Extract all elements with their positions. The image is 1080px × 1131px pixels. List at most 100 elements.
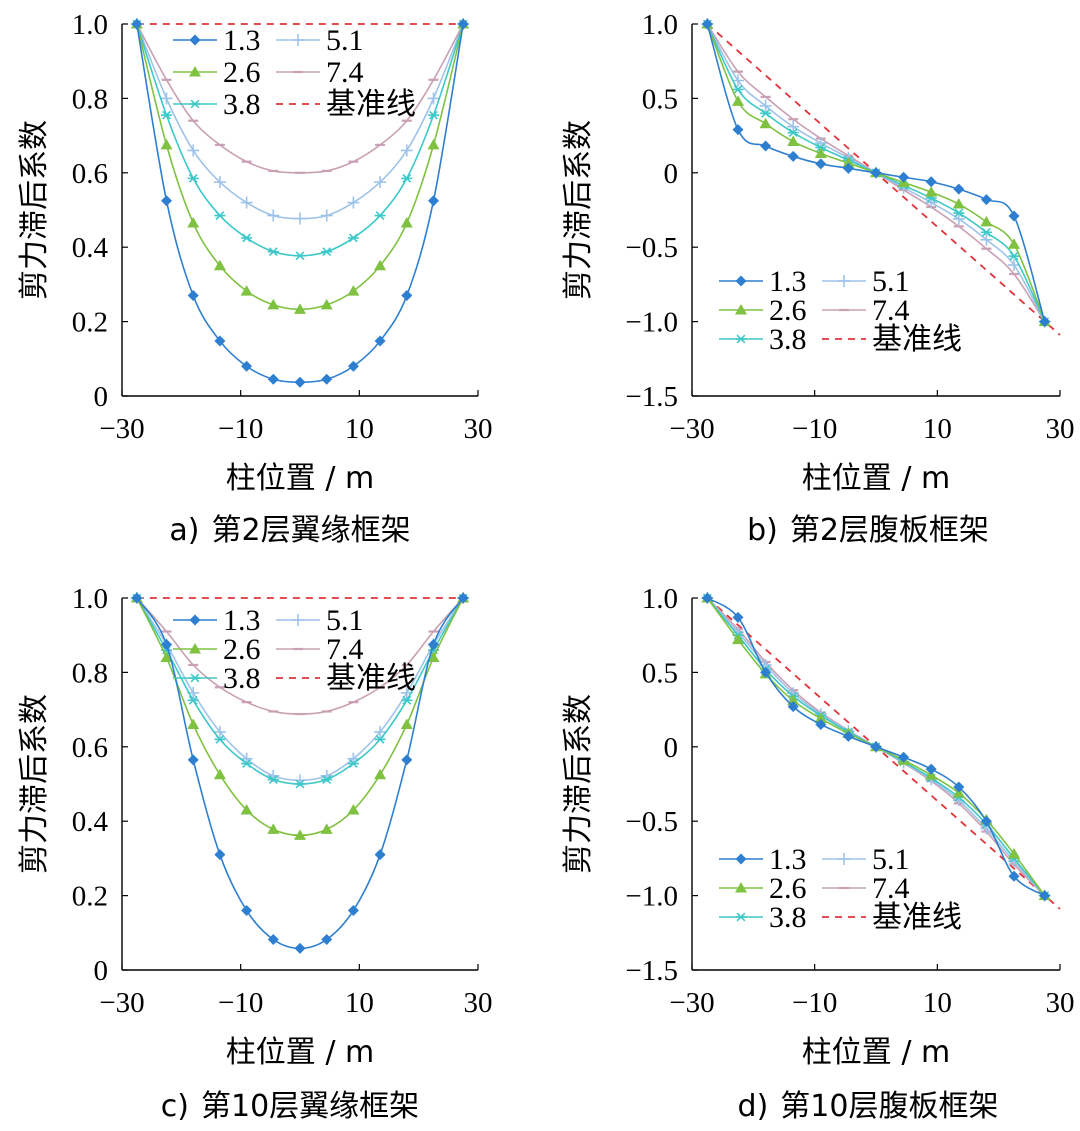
caption-prefix: b): [747, 513, 778, 548]
data-point: [213, 725, 226, 738]
data-point: [347, 904, 359, 916]
y-tick-label: 0: [664, 158, 679, 190]
y-tick-label: −1.0: [625, 307, 678, 339]
x-tick-label: −10: [792, 987, 837, 1019]
data-point: [214, 335, 226, 347]
data-point: [160, 92, 173, 105]
data-point: [760, 108, 772, 118]
data-point: [321, 775, 333, 784]
legend-label: 1.3: [769, 843, 807, 876]
data-point: [842, 162, 854, 174]
data-point: [925, 176, 937, 188]
legend-label: 5.1: [872, 265, 910, 298]
data-point: [374, 768, 387, 780]
legend-label: 2.6: [769, 294, 807, 327]
y-tick-label: 0.8: [72, 83, 108, 115]
y-tick-label: 0.5: [642, 83, 678, 115]
data-point: [457, 592, 469, 604]
data-point: [240, 285, 253, 296]
data-point: [1039, 890, 1051, 902]
data-point: [213, 768, 226, 780]
legend-marker: [292, 34, 304, 46]
x-tick-label: 10: [923, 413, 952, 445]
x-axis-label: 柱位置 / m: [226, 1035, 374, 1070]
y-axis-label: 剪力滞后系数: [561, 120, 596, 300]
series-line: [136, 23, 464, 220]
data-point: [842, 157, 855, 168]
reference-line: [706, 23, 1061, 336]
x-tick-label: −10: [218, 413, 263, 445]
data-point: [400, 718, 413, 729]
data-point: [213, 259, 226, 271]
legend-item: 5.1: [276, 24, 364, 57]
data-point: [953, 208, 965, 218]
legend-label: 1.3: [769, 265, 807, 298]
legend-label: 7.4: [326, 56, 364, 89]
data-point: [952, 198, 965, 209]
data-point: [787, 128, 799, 138]
data-point: [161, 110, 172, 120]
legend-item: 3.8: [173, 88, 261, 121]
data-point: [240, 196, 253, 209]
data-point: [374, 211, 386, 220]
data-point: [701, 592, 713, 604]
data-point: [131, 18, 143, 30]
caption-prefix: d): [738, 1089, 769, 1124]
series-line: [136, 597, 464, 715]
series-3: [131, 593, 469, 789]
legend-label: 5.1: [326, 604, 364, 637]
series-1: [131, 18, 469, 388]
data-point: [294, 829, 306, 840]
legend-marker: [189, 643, 201, 654]
caption-prefix: c): [161, 1089, 189, 1124]
legend-marker: [735, 882, 747, 893]
data-point: [187, 695, 199, 705]
series-5: [131, 22, 469, 174]
data-point: [870, 167, 882, 179]
data-point: [241, 233, 253, 243]
series-line: [136, 23, 464, 311]
data-point: [1039, 316, 1051, 328]
x-tick-label: 10: [345, 413, 374, 445]
legend-label: 3.8: [223, 662, 261, 695]
series-line: [136, 597, 464, 837]
data-point: [732, 74, 744, 87]
data-point: [347, 285, 360, 296]
legend-marker: [189, 614, 201, 626]
legend-marker: [735, 853, 747, 865]
legend-marker: [838, 853, 850, 865]
data-point: [1008, 210, 1020, 222]
chart-panel-b: −1.5 −1.0 −0.5 0 0.5 1.0 −30 −10 10 30 柱位置 / m 剪力滞后…: [561, 9, 1075, 548]
data-point: [374, 176, 387, 189]
data-point: [427, 92, 440, 105]
panel-caption: b) 第2层腹板框架: [747, 513, 989, 548]
legend-label: 5.1: [326, 24, 364, 57]
data-point: [374, 335, 386, 347]
data-point: [347, 804, 360, 815]
chart-panel-d: −1.5 −1.0 −0.5 0 0.5 1.0 −30 −10 10 30 柱位置 / m 剪力滞后…: [561, 583, 1075, 1124]
data-point: [374, 259, 387, 271]
data-point: [760, 666, 772, 678]
data-point: [347, 196, 360, 209]
series-1: [131, 592, 469, 954]
data-point: [267, 209, 280, 222]
data-point: [374, 849, 386, 861]
data-point: [427, 651, 440, 663]
data-point: [428, 195, 439, 207]
legend-item: 5.1: [822, 265, 910, 298]
data-point: [787, 150, 799, 162]
legend-label: 7.4: [872, 294, 910, 327]
series-3: [131, 19, 469, 261]
legend-label: 基准线: [872, 901, 962, 934]
y-tick-label: 0.2: [72, 307, 108, 339]
data-point: [294, 376, 306, 388]
y-tick-label: 0.4: [72, 232, 109, 264]
data-point: [160, 651, 173, 663]
series-6: [706, 23, 1061, 336]
data-point: [400, 217, 413, 228]
data-point: [428, 110, 439, 120]
legend-item: 2.6: [719, 872, 807, 905]
